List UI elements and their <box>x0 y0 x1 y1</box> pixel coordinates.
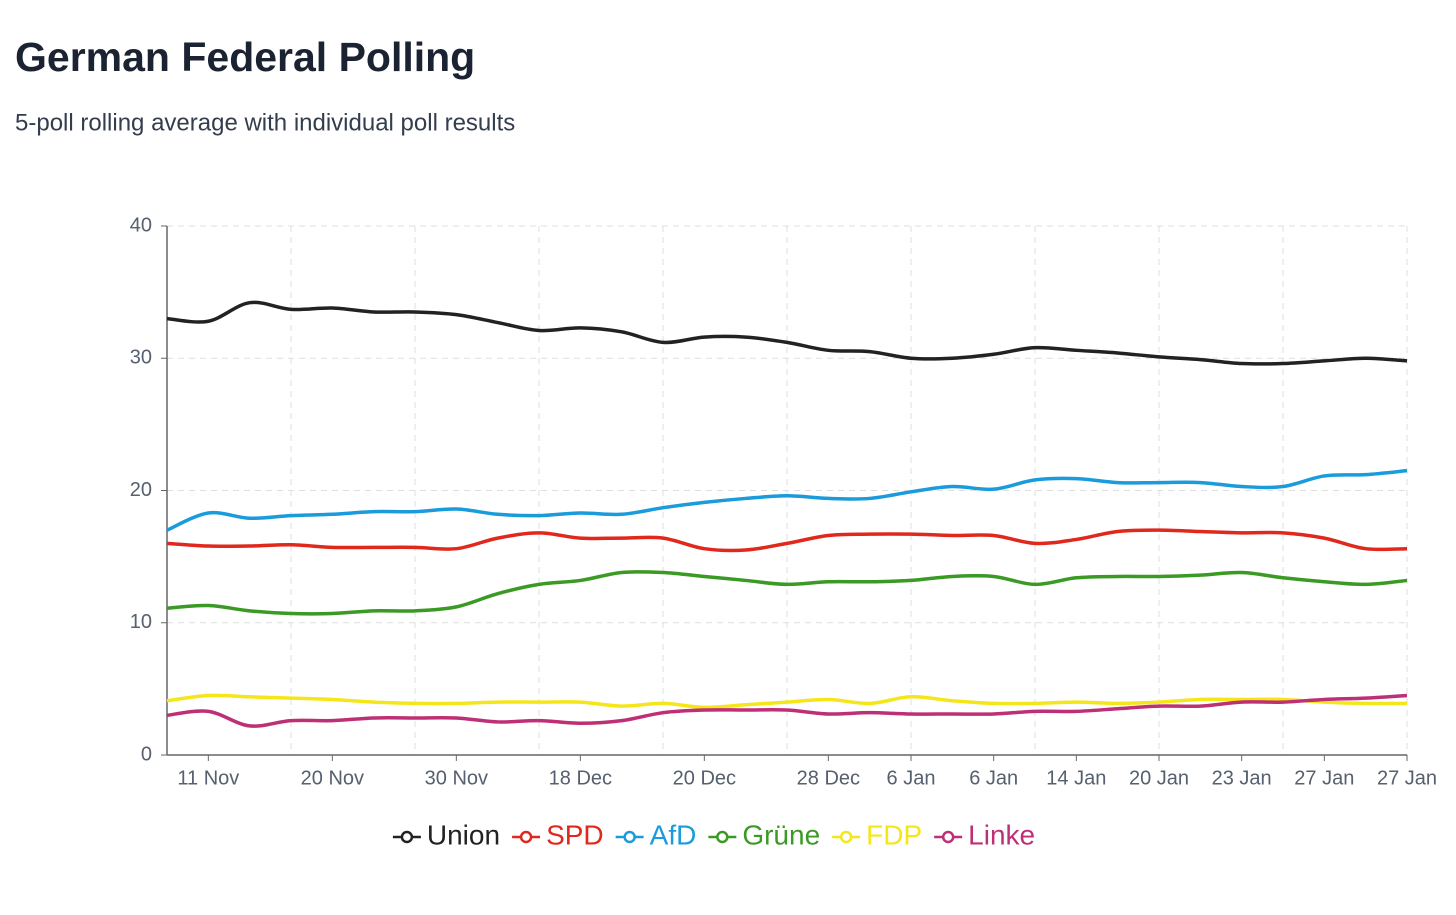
x-tick-label: 23 Jan <box>1212 767 1272 789</box>
x-tick-label: 20 Dec <box>673 767 736 789</box>
y-tick-label: 0 <box>141 743 152 765</box>
legend-label: Grüne <box>742 819 820 850</box>
x-tick-label: 28 Dec <box>797 767 860 789</box>
x-tick-label: 11 Nov <box>177 767 239 789</box>
legend-icon-dot <box>623 830 636 844</box>
x-tick-label: 20 Nov <box>301 767 364 789</box>
legend-label: SPD <box>546 819 604 850</box>
legend-label: AfD <box>650 819 697 850</box>
x-tick-label: 30 Nov <box>425 767 488 789</box>
series-line <box>166 569 1408 616</box>
x-tick-label: 6 Jan <box>887 767 936 789</box>
y-tick-label: 20 <box>130 479 152 501</box>
x-tick-label: 27 Jan <box>1294 767 1354 789</box>
series-line <box>166 300 1408 366</box>
series-line <box>166 528 1408 553</box>
legend-label: FDP <box>866 819 922 850</box>
x-tick-label: 14 Jan <box>1046 767 1106 789</box>
legend-icon-dot <box>716 830 729 844</box>
chart-subtitle: 5-poll rolling average with individual p… <box>15 109 515 136</box>
series-line <box>166 693 1408 728</box>
legend-label: Union <box>427 819 500 850</box>
legend-label: Linke <box>968 819 1035 850</box>
y-tick-label: 30 <box>130 347 152 369</box>
legend-icon-dot <box>400 830 414 844</box>
legend-icon-dot <box>519 830 533 844</box>
x-tick-label: 27 Jan <box>1377 767 1437 789</box>
y-tick-label: 40 <box>130 214 152 236</box>
y-tick-label: 10 <box>130 611 152 633</box>
legend-icon-dot <box>941 830 955 844</box>
x-tick-label: 20 Jan <box>1129 767 1189 789</box>
chart-title: German Federal Polling <box>15 34 475 80</box>
x-tick-label: 6 Jan <box>969 767 1018 789</box>
legend-icon-dot <box>839 830 853 844</box>
x-tick-label: 18 Dec <box>549 767 612 789</box>
series-line <box>166 693 1408 710</box>
series-line <box>166 468 1408 532</box>
